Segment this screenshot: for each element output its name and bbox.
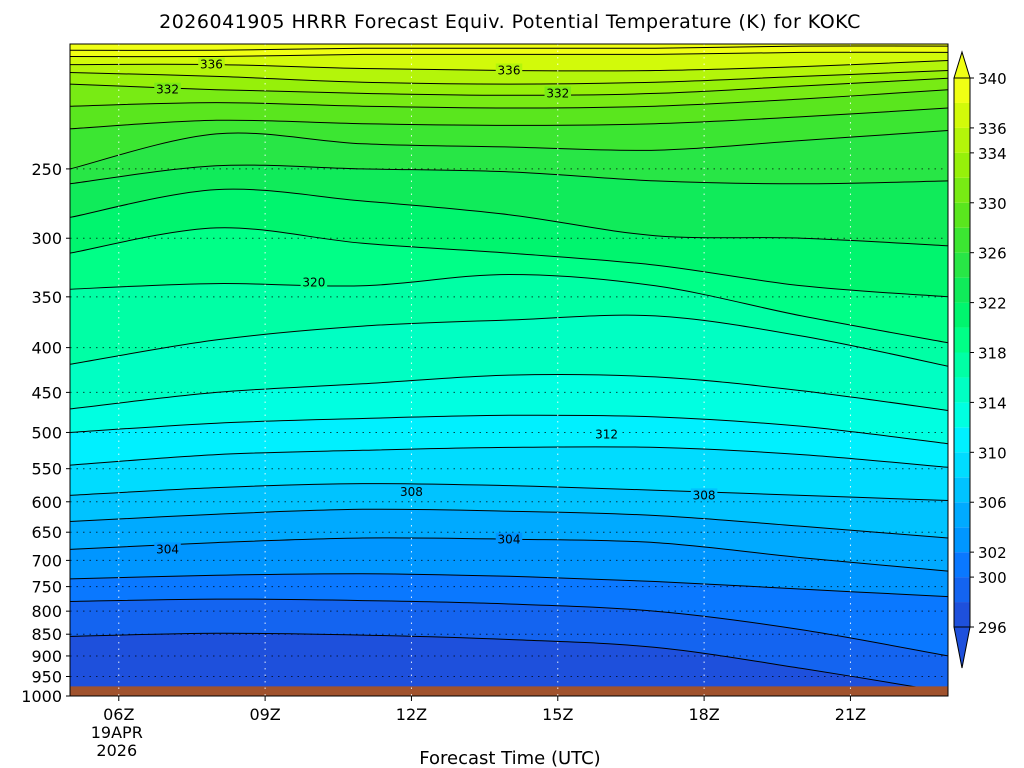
contour-label-text: 308	[693, 488, 716, 502]
colorbar-tick-340: 340	[978, 70, 1007, 88]
contour-label-7: 308	[691, 488, 718, 502]
contour-label-5: 312	[593, 428, 620, 442]
colorbar-band-330	[954, 178, 970, 203]
y-tick-label-950: 950	[31, 667, 62, 686]
colorbar-tick-296: 296	[978, 619, 1007, 637]
colorbar-top-arrow	[954, 52, 970, 78]
y-tick-label-600: 600	[31, 493, 62, 512]
contour-label-4: 320	[301, 275, 328, 289]
colorbar-tick-306: 306	[978, 494, 1007, 512]
y-axis: 250 300 350 400 450 500 550 600 650 700 750 800 850 9…	[21, 160, 70, 706]
contour-label-text: 312	[595, 428, 618, 442]
contour-label-text: 336	[200, 58, 223, 72]
x-tick-sublabel: 19APR	[91, 723, 143, 742]
contour-label-0: 336	[198, 58, 225, 72]
y-tick-label-500: 500	[31, 423, 62, 442]
y-tick-label-850: 850	[31, 625, 62, 644]
contour-label-6: 308	[398, 485, 425, 499]
contour-label-text: 304	[498, 533, 521, 547]
contour-label-9: 304	[496, 533, 523, 547]
contour-label-2: 332	[154, 83, 181, 97]
colorbar-band-320	[954, 303, 970, 328]
colorbar-band-318	[954, 328, 970, 353]
colorbar-tick-326: 326	[978, 245, 1007, 263]
colorbar-band-306	[954, 477, 970, 502]
colorbar-band-324	[954, 253, 970, 278]
y-tick-label-650: 650	[31, 523, 62, 542]
x-tick-sublabel: 2026	[96, 741, 137, 760]
contour-label-text: 332	[546, 86, 569, 100]
y-tick-label-1000: 1000	[21, 687, 62, 706]
colorbar-band-308	[954, 452, 970, 477]
y-tick-label-800: 800	[31, 602, 62, 621]
colorbar-band-326	[954, 228, 970, 253]
colorbar-band-322	[954, 278, 970, 303]
x-tick-label-12Z: 12Z	[396, 705, 427, 724]
contour-label-text: 304	[156, 542, 179, 556]
colorbar-band-334	[954, 128, 970, 153]
contour-label-text: 320	[302, 275, 325, 289]
y-tick-label-350: 350	[31, 288, 62, 307]
y-tick-label-450: 450	[31, 383, 62, 402]
colorbar-tick-302: 302	[978, 544, 1007, 562]
colorbar-tick-318: 318	[978, 345, 1007, 363]
contour-label-text: 332	[156, 83, 179, 97]
x-tick-label-18Z: 18Z	[688, 705, 719, 724]
colorbar-band-304	[954, 502, 970, 527]
colorbar-band-336	[954, 103, 970, 128]
y-tick-label-700: 700	[31, 551, 62, 570]
colorbar-band-298	[954, 577, 970, 602]
colorbar-band-314	[954, 377, 970, 402]
x-tick-label-15Z: 15Z	[542, 705, 573, 724]
chart-title: 2026041905 HRRR Forecast Equiv. Potentia…	[159, 11, 861, 33]
contour-label-text: 308	[400, 485, 423, 499]
contour-label-1: 336	[496, 64, 523, 78]
contour-label-text: 336	[498, 64, 521, 78]
colorbar-tick-334: 334	[978, 145, 1007, 163]
y-tick-label-250: 250	[31, 160, 62, 179]
contour-label-8: 304	[154, 542, 181, 556]
colorbar: 296 300 302 306 310 314 318 322 326 330 334 336 340	[954, 52, 1007, 668]
colorbar-band-328	[954, 203, 970, 228]
below-ground-fill	[70, 686, 948, 696]
colorbar-band-302	[954, 527, 970, 552]
colorbar-band-332	[954, 153, 970, 178]
contour-label-3: 332	[545, 86, 572, 100]
colorbar-tick-300: 300	[978, 569, 1007, 587]
y-tick-label-300: 300	[31, 229, 62, 248]
x-tick-label-06Z: 06Z	[103, 705, 134, 724]
x-tick-label-21Z: 21Z	[835, 705, 866, 724]
y-tick-label-550: 550	[31, 460, 62, 479]
colorbar-tick-336: 336	[978, 120, 1007, 138]
y-tick-label-400: 400	[31, 339, 62, 358]
y-tick-label-750: 750	[31, 578, 62, 597]
x-tick-label-09Z: 09Z	[249, 705, 280, 724]
surface-fill	[70, 686, 948, 696]
contour-fills	[70, 44, 948, 696]
colorbar-band-310	[954, 427, 970, 452]
colorbar-tick-310: 310	[978, 444, 1007, 462]
colorbar-band-312	[954, 402, 970, 427]
colorbar-band-316	[954, 353, 970, 378]
y-tick-label-900: 900	[31, 647, 62, 666]
colorbar-tick-322: 322	[978, 295, 1007, 313]
colorbar-tick-314: 314	[978, 394, 1007, 412]
colorbar-bottom-arrow	[954, 627, 970, 668]
x-axis-label: Forecast Time (UTC)	[419, 748, 600, 768]
plot-area: 336 336 332 332 320 312 308 308 304 304	[70, 44, 948, 696]
colorbar-band-300	[954, 552, 970, 577]
colorbar-tick-330: 330	[978, 195, 1007, 213]
colorbar-band-296	[954, 602, 970, 627]
colorbar-band-338	[954, 78, 970, 103]
